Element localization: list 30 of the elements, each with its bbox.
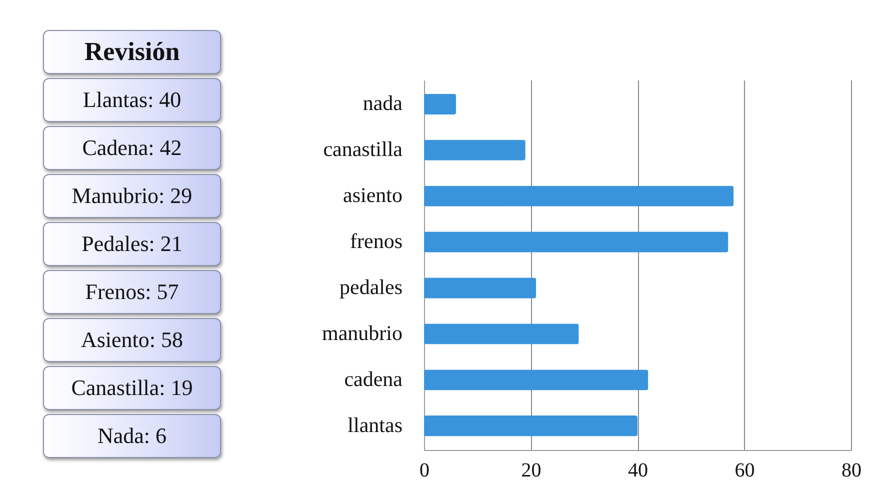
x-tick-label: 40 <box>628 460 648 482</box>
x-tick-label: 0 <box>420 460 430 482</box>
y-tick-label: frenos <box>350 229 402 254</box>
text: Canastilla: 19 <box>43 366 221 410</box>
y-tick-label: pedales <box>340 274 402 299</box>
y-tick-label: nada <box>362 91 404 116</box>
bar <box>424 94 456 114</box>
x-tick-label: 80 <box>842 460 862 482</box>
bar <box>424 278 536 298</box>
y-tick-label: cadena <box>344 366 404 391</box>
y-tick-label: manubrio <box>322 320 402 345</box>
bar <box>424 232 728 252</box>
text: Pedales: 21 <box>43 222 221 266</box>
text: Cadena: 42 <box>43 126 221 170</box>
bar <box>424 324 579 344</box>
text: Nada: 6 <box>43 414 221 458</box>
x-tick-label: 20 <box>521 460 542 482</box>
y-tick-label: llantas <box>348 412 402 437</box>
bar <box>424 370 648 390</box>
bar <box>424 416 638 436</box>
bar <box>424 186 734 206</box>
y-tick-label: canastilla <box>323 137 404 162</box>
text: Frenos: 57 <box>43 270 221 314</box>
y-tick-label: asiento <box>343 183 402 208</box>
bar <box>424 140 526 160</box>
text: Asiento: 58 <box>43 318 221 362</box>
text: Manubrio: 29 <box>43 174 221 218</box>
text: Llantas: 40 <box>43 78 221 122</box>
text: Revisión <box>43 30 221 74</box>
x-tick-label: 60 <box>734 460 755 482</box>
